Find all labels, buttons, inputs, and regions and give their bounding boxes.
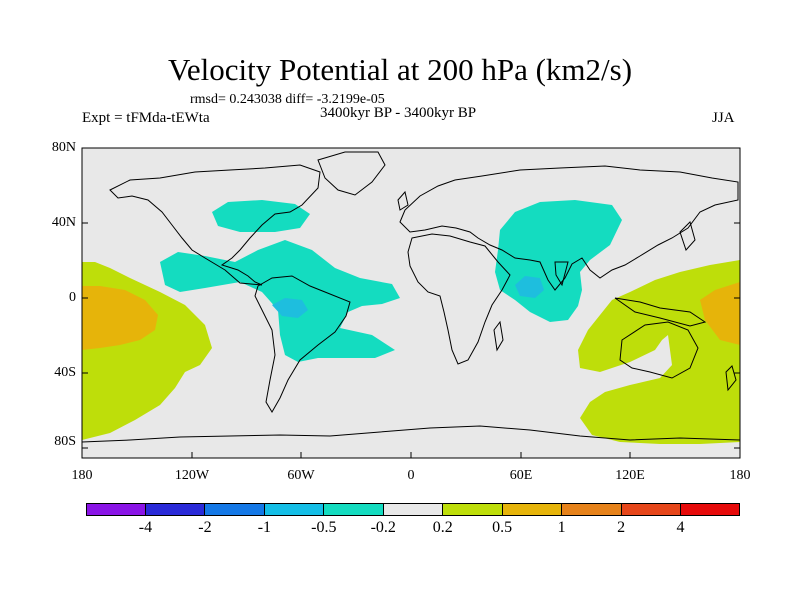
contour-orange-east-pacific [82, 286, 158, 350]
contour-teal-north-atlantic [212, 200, 310, 232]
colorbar-swatch [324, 503, 384, 516]
lat-tick-label: 40S [54, 365, 76, 380]
period-label: 3400kyr BP - 3400kyr BP [320, 105, 477, 121]
axis-ticks [82, 147, 740, 458]
lat-tick-label: 80S [54, 434, 76, 449]
lon-tick-label: 60W [287, 468, 315, 483]
colorbar [86, 503, 741, 516]
colorbar-swatch [86, 503, 146, 516]
experiment-label: Expt = tFMda-tEWta [82, 110, 210, 126]
colorbar-swatch [205, 503, 265, 516]
lon-tick-label: 120E [615, 468, 645, 483]
contour-blue-indian-ocean [515, 276, 544, 298]
colorbar-label: -4 [138, 519, 153, 536]
lon-tick-label: 180 [729, 468, 751, 483]
colorbar-label: 0.2 [432, 519, 453, 536]
coastlines [82, 151, 740, 443]
colorbar-swatch [264, 503, 325, 516]
colorbar-swatch [443, 503, 503, 516]
colorbar-label: 1 [557, 519, 566, 536]
colorbar-label: -0.2 [370, 519, 396, 536]
map-title: Velocity Potential at 200 hPa (km2/s) [167, 52, 633, 87]
lat-tick-label: 0 [69, 290, 76, 305]
colorbar-label: 2 [617, 519, 626, 536]
lon-tick-label: 120W [174, 468, 210, 483]
colorbar-swatch [502, 503, 563, 516]
stats-label: rmsd= 0.243038 diff= -3.2199e-05 [190, 92, 385, 107]
colorbar-swatch [562, 503, 622, 516]
lat-tick-label: 40N [51, 215, 76, 230]
lon-tick-label: 180 [71, 468, 93, 483]
colorbar-label: -1 [257, 519, 272, 536]
colorbar-label: 0.5 [492, 519, 513, 536]
lon-tick-label: 0 [407, 468, 415, 483]
lat-tick-label: 80N [51, 140, 76, 155]
lon-tick-label: 60E [509, 468, 533, 483]
colorbar-label: -2 [198, 519, 212, 536]
colorbar-swatch [681, 503, 741, 516]
contour-blue-south-america [272, 298, 308, 318]
colorbar-swatch [145, 503, 206, 516]
colorbar-swatch [383, 503, 444, 516]
contour-orange-west-pacific [700, 282, 740, 345]
season-label: JJA [712, 110, 735, 126]
colorbar-label: -0.5 [311, 519, 337, 536]
colorbar-label: 4 [676, 519, 685, 536]
contour-green-west-pacific [578, 260, 740, 444]
colorbar-swatch [621, 503, 682, 516]
